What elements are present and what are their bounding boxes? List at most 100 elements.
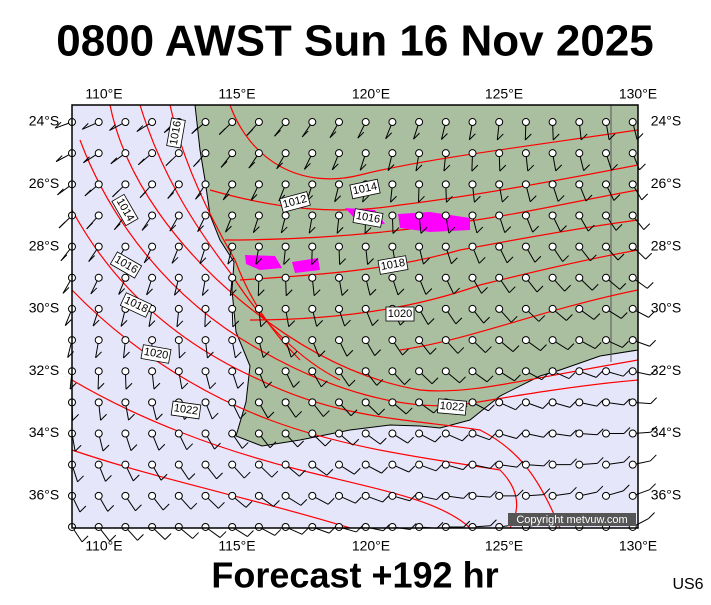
station — [281, 429, 290, 438]
barb-flag — [174, 288, 181, 296]
station — [228, 429, 237, 438]
station — [495, 522, 504, 531]
barb-flag — [188, 473, 196, 480]
station — [254, 211, 263, 220]
station — [388, 336, 397, 345]
barb-flag — [474, 195, 481, 203]
station — [308, 398, 317, 407]
station — [174, 242, 183, 251]
barb-flag — [110, 157, 118, 165]
barb-flag — [74, 444, 82, 452]
station — [468, 118, 477, 127]
station — [201, 460, 210, 469]
barb-flag — [580, 133, 588, 141]
barb-flag — [179, 351, 186, 359]
station — [148, 522, 157, 531]
barb-flag — [269, 441, 277, 449]
barb-flag — [405, 407, 413, 415]
station — [335, 273, 343, 282]
x-axis-label: 110°E — [85, 86, 122, 102]
station — [628, 211, 637, 220]
copyright: Copyright metvuw.com — [516, 514, 627, 526]
station — [94, 149, 103, 158]
station — [575, 273, 584, 282]
barb-flag — [241, 442, 249, 449]
station — [415, 460, 424, 469]
barb-flag — [109, 124, 116, 131]
barb-flag — [350, 409, 358, 417]
barb-flag — [515, 403, 522, 411]
barb-flag — [77, 475, 84, 483]
barb-flag — [359, 163, 367, 171]
barb-flag — [379, 437, 387, 445]
station — [521, 304, 530, 313]
barb-flag — [300, 499, 308, 506]
station — [521, 242, 530, 251]
station — [201, 336, 210, 345]
barb-flag — [334, 195, 341, 203]
barb-flag — [457, 347, 465, 354]
barb-flag — [186, 443, 194, 451]
station — [495, 460, 504, 469]
barb-flag — [623, 455, 631, 463]
barb-flag — [413, 132, 420, 140]
barb-flag — [100, 413, 107, 421]
station — [441, 336, 450, 345]
barb-flag — [199, 257, 207, 265]
station — [495, 491, 504, 500]
label-text: 1018 — [380, 257, 406, 273]
station — [174, 522, 183, 531]
station — [254, 367, 263, 376]
barb-flag — [283, 258, 291, 265]
station — [201, 398, 210, 407]
isobar — [71, 449, 351, 529]
station — [441, 304, 450, 313]
station — [281, 180, 290, 189]
station — [468, 242, 477, 251]
barb-flag — [92, 319, 100, 327]
station — [521, 460, 530, 469]
station — [575, 429, 584, 438]
y-axis-label: 32°S — [651, 362, 682, 378]
station — [468, 429, 477, 438]
barb-flag — [225, 225, 232, 233]
isobar-label: 1020 — [385, 306, 415, 322]
barb-flag — [408, 465, 416, 473]
barb-flag — [596, 485, 604, 493]
barb-flag — [649, 368, 657, 376]
y-axis-label: 36°S — [651, 487, 682, 503]
station — [254, 491, 263, 500]
barb-flag — [613, 194, 621, 201]
station — [254, 522, 263, 531]
isobar — [71, 379, 471, 529]
station — [228, 522, 237, 531]
station — [388, 429, 397, 438]
station — [575, 242, 584, 251]
barb-flag — [273, 500, 280, 507]
station — [602, 367, 610, 376]
barb-flag — [112, 190, 119, 198]
barb-flag — [285, 289, 293, 297]
barb-flag — [596, 457, 604, 464]
barb-flag — [135, 504, 142, 512]
label-text: 1022 — [173, 402, 199, 417]
station — [495, 211, 504, 220]
barb-flag — [596, 428, 604, 436]
barb-flag — [169, 224, 177, 232]
isobar-label: 1016 — [166, 117, 186, 149]
station — [228, 118, 237, 127]
station — [548, 336, 557, 345]
barb-flag — [594, 342, 602, 349]
station — [201, 429, 210, 438]
barb-flag — [331, 163, 339, 171]
barb-flag — [156, 413, 163, 421]
barb-flag — [453, 287, 461, 295]
barb-flag — [508, 286, 516, 294]
barb-flag — [290, 350, 298, 358]
station — [575, 367, 584, 376]
barb-flag — [130, 444, 138, 451]
label-box — [437, 398, 467, 416]
station — [228, 149, 237, 158]
station — [281, 460, 290, 469]
barb-flag — [463, 520, 471, 528]
